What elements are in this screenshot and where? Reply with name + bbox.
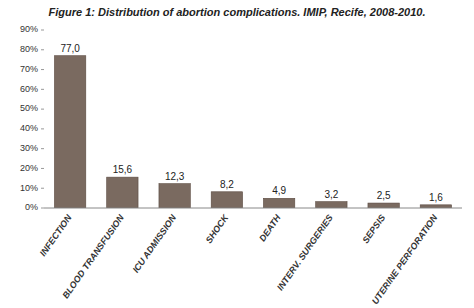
x-tick-label: SHOCK bbox=[204, 212, 232, 246]
bar bbox=[211, 192, 242, 208]
bar bbox=[263, 198, 294, 208]
data-label: 3,2 bbox=[324, 189, 338, 200]
x-axis-line bbox=[44, 208, 462, 209]
y-tick-label: 0% bbox=[25, 202, 38, 212]
x-tick-label: UTERINE PERFORATION bbox=[370, 212, 440, 306]
data-label: 8,2 bbox=[220, 179, 234, 190]
y-tick-label: 70% bbox=[20, 64, 38, 74]
y-tick-label: 30% bbox=[20, 143, 38, 153]
bar bbox=[316, 202, 347, 208]
x-tick-label: INTERV. SURGERIES bbox=[275, 213, 335, 293]
x-axis: INFECTIONBLOOD TRANSFUSIONICU ADMISSION S… bbox=[38, 208, 462, 306]
x-tick-label: DEATH bbox=[257, 212, 283, 243]
y-tick-label: 20% bbox=[20, 163, 38, 173]
chart-container: Figure 1: Distribution of abortion compl… bbox=[0, 0, 474, 308]
data-labels: 77,0 15,6 12,3 8,2 4,9 3,2 2,5 1,6 bbox=[60, 43, 443, 203]
x-tick-label: ICU ADMISSION bbox=[131, 212, 179, 274]
y-tick bbox=[41, 148, 44, 149]
y-tick bbox=[41, 109, 44, 110]
y-tick bbox=[41, 128, 44, 129]
data-label: 77,0 bbox=[60, 43, 80, 54]
data-label: 1,6 bbox=[429, 192, 443, 203]
bars bbox=[54, 56, 451, 208]
y-tick-label: 80% bbox=[20, 44, 38, 54]
title: Figure 1: Distribution of abortion compl… bbox=[49, 6, 426, 18]
y-tick bbox=[41, 208, 44, 209]
y-tick bbox=[41, 30, 44, 31]
bar bbox=[368, 203, 399, 208]
y-tick-label: 60% bbox=[20, 84, 38, 94]
x-tick-label: SEPSIS bbox=[360, 213, 387, 245]
bar bbox=[107, 177, 138, 208]
y-tick-label: 90% bbox=[20, 24, 38, 34]
y-tick-label: 40% bbox=[20, 123, 38, 133]
data-label: 2,5 bbox=[377, 190, 391, 201]
chart-svg: Figure 1: Distribution of abortion compl… bbox=[0, 0, 474, 308]
y-tick bbox=[41, 69, 44, 70]
y-tick bbox=[41, 168, 44, 169]
y-tick bbox=[41, 89, 44, 90]
data-label: 4,9 bbox=[272, 185, 286, 196]
y-tick bbox=[41, 49, 44, 50]
y-tick bbox=[41, 188, 44, 189]
y-axis: 0% 10% 20% 30% 40% 50% 60% 70% 80% 90% bbox=[20, 24, 44, 212]
x-tick-label: INFECTION bbox=[38, 212, 74, 258]
data-label: 12,3 bbox=[165, 171, 185, 182]
bar bbox=[54, 56, 85, 208]
y-tick-label: 50% bbox=[20, 103, 38, 113]
x-tick-label: BLOOD TRANSFUSION bbox=[60, 212, 126, 300]
bar bbox=[159, 184, 190, 208]
data-label: 15,6 bbox=[113, 164, 133, 175]
y-tick-label: 10% bbox=[20, 183, 38, 193]
